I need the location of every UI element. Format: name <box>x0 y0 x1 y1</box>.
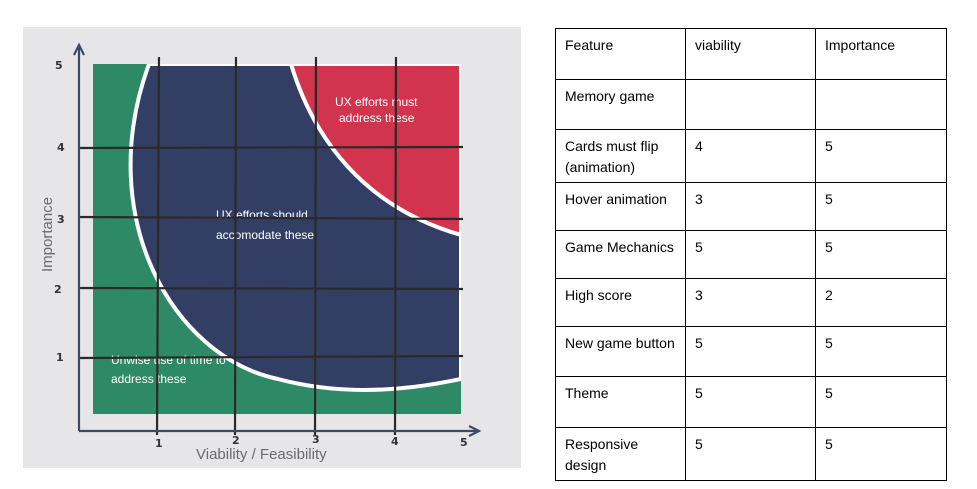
table-row: Responsive design 5 5 <box>555 427 947 481</box>
hand-drawn-grid <box>77 56 464 436</box>
cell-importance: 5 <box>815 129 947 183</box>
table-row: New game button 5 5 <box>555 326 947 377</box>
cell-viability <box>685 79 816 130</box>
red-zone-label-line1: UX efforts must <box>335 95 418 109</box>
y-tick-3: 3 <box>57 213 65 226</box>
cell-importance: 5 <box>815 182 947 231</box>
green-zone-label-line1: Unwise use of time to <box>111 353 226 367</box>
cell-feature: Theme <box>555 376 686 428</box>
table-row: Theme 5 5 <box>555 376 947 428</box>
header-importance: Importance <box>815 28 947 80</box>
y-axis-title: Importance <box>39 197 56 272</box>
cell-feature: New game button <box>555 326 686 377</box>
x-tick-2: 2 <box>232 434 240 447</box>
cell-viability: 3 <box>685 278 816 327</box>
cell-viability: 5 <box>685 230 816 279</box>
y-tick-4: 4 <box>57 141 65 154</box>
table-row: High score 3 2 <box>555 278 947 327</box>
x-tick-1: 1 <box>155 437 163 450</box>
red-zone <box>288 64 461 238</box>
cell-feature: High score <box>555 278 686 327</box>
x-tick-3: 3 <box>312 433 320 446</box>
x-tick-4: 4 <box>391 435 399 448</box>
header-viability: viability <box>685 28 816 80</box>
red-zone-label-line2: address these <box>339 111 415 125</box>
cell-viability: 5 <box>685 427 816 481</box>
feature-table: Feature viability Importance Memory game… <box>555 28 947 481</box>
cell-importance <box>815 79 947 130</box>
cell-importance: 5 <box>815 326 947 377</box>
cell-importance: 5 <box>815 427 947 481</box>
priority-matrix-svg: UX efforts must address these UX efforts… <box>39 42 482 463</box>
table-row: Cards must flip (animation) 4 5 <box>555 129 947 183</box>
x-tick-5: 5 <box>460 436 468 449</box>
cell-feature: Hover animation <box>555 182 686 231</box>
priority-matrix-photo: UX efforts must address these UX efforts… <box>23 27 521 468</box>
cell-viability: 3 <box>685 182 816 231</box>
cell-feature: Game Mechanics <box>555 230 686 279</box>
green-zone-label-line2: address these <box>111 372 187 386</box>
table-row: Hover animation 3 5 <box>555 182 947 231</box>
blue-zone-label-line2: accomodate these <box>216 228 314 242</box>
table-row: Game Mechanics 5 5 <box>555 230 947 279</box>
cell-viability: 4 <box>685 129 816 183</box>
header-feature: Feature <box>555 28 686 80</box>
cell-viability: 5 <box>685 376 816 428</box>
axes <box>73 42 482 437</box>
cell-feature: Responsive design <box>555 427 686 481</box>
table-row: Memory game <box>555 79 947 130</box>
cell-feature: Cards must flip (animation) <box>555 129 686 183</box>
cell-feature: Memory game <box>555 79 686 130</box>
y-tick-5: 5 <box>55 59 63 72</box>
table-header-row: Feature viability Importance <box>555 28 947 80</box>
blue-zone-label-line1: UX efforts should <box>216 208 308 222</box>
cell-importance: 5 <box>815 376 947 428</box>
cell-importance: 5 <box>815 230 947 279</box>
y-tick-2: 2 <box>54 283 62 296</box>
x-axis-title: Viability / Feasibility <box>196 446 327 463</box>
cell-viability: 5 <box>685 326 816 377</box>
y-tick-1: 1 <box>56 351 64 364</box>
cell-importance: 2 <box>815 278 947 327</box>
